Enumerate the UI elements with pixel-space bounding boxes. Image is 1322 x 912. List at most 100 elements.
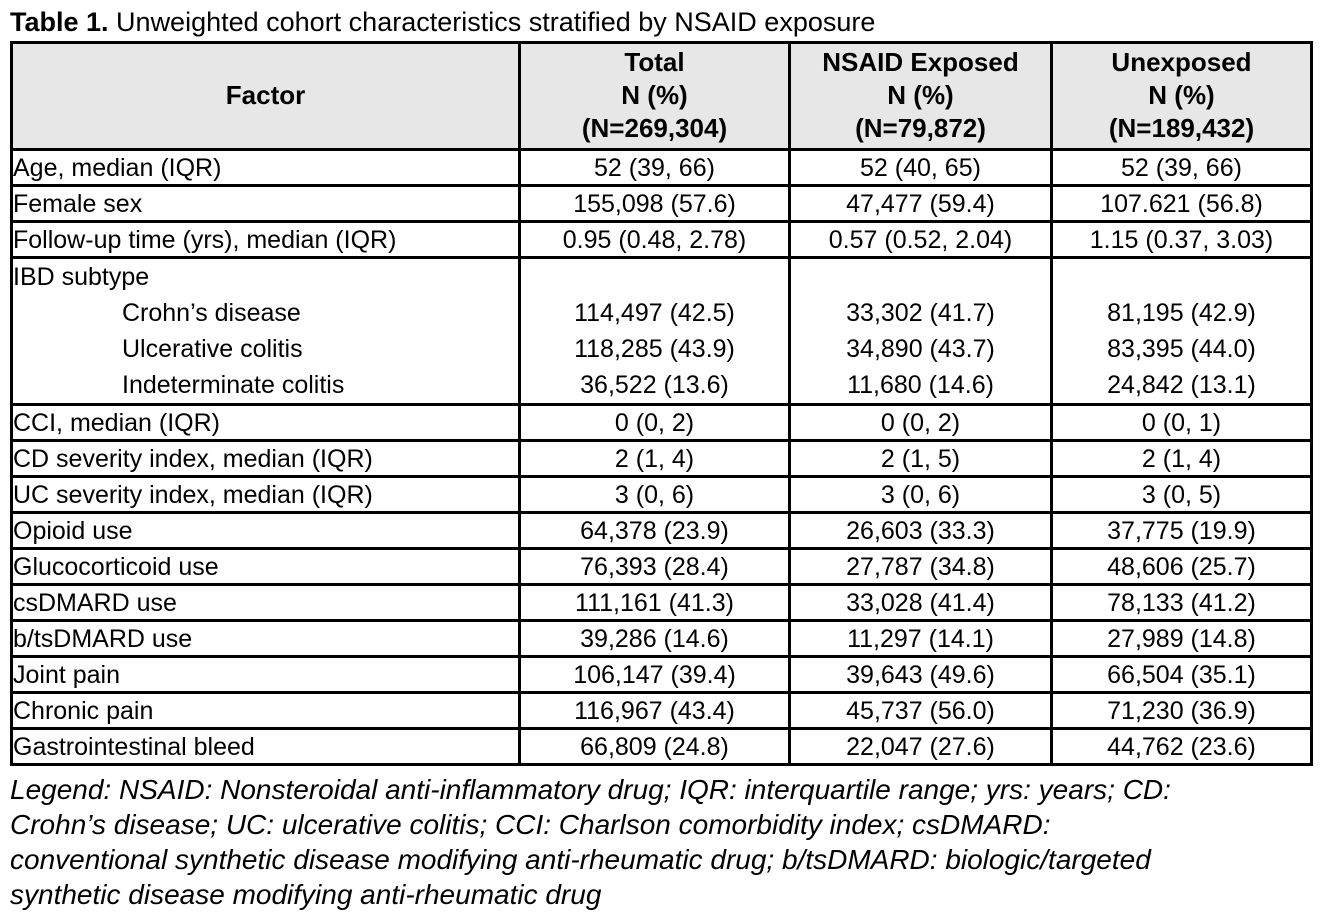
group-label-cell: IBD subtype Crohn’s disease Ulcerative col… [10,256,521,406]
column-header-line: Total [624,47,685,77]
cell-value: 78,133 (41.2) [1050,583,1313,622]
cell-value: 0.57 (0.52, 2.04) [788,220,1053,259]
table-row: Follow-up time (yrs), median (IQR) 0.95 (… [10,220,1313,259]
row-label: Female sex [10,184,521,223]
cell-value: 0 (0, 2) [518,403,791,442]
cell-value: 2 (1, 4) [518,439,791,478]
row-label: Joint pain [10,655,521,694]
cell-value: 39,643 (49.6) [788,655,1053,694]
cell-value: 37,775 (19.9) [1050,511,1313,550]
table-row: Glucocorticoid use 76,393 (28.4) 27,787 (3… [10,547,1313,586]
table-row: CCI, median (IQR) 0 (0, 2) 0 (0, 2) 0 (0, 1… [10,403,1313,442]
cell-value: 3 (0, 6) [518,475,791,514]
table-row: Joint pain 106,147 (39.4) 39,643 (49.6) 66,… [10,655,1313,694]
cell-value: 155,098 (57.6) [518,184,791,223]
row-label: Gastrointestinal bleed [10,727,521,766]
cell-value: 76,393 (28.4) [518,547,791,586]
group-value-cell: 33,302 (41.7) 34,890 (43.7) 11,680 (14.6) [788,256,1053,406]
sub-row-label: Crohn’s disease [122,299,301,327]
column-header-line: (N=269,304) [581,113,728,143]
sub-row-label: Ulcerative colitis [122,335,303,363]
sub-row-label: Indeterminate colitis [122,371,345,399]
cell-value: 1.15 (0.37, 3.03) [1050,220,1313,259]
table-row: CD severity index, median (IQR) 2 (1, 4) 2… [10,439,1313,478]
cell-value: 2 (1, 5) [788,439,1053,478]
table-row: Chronic pain 116,967 (43.4) 45,737 (56.0) 7… [10,691,1313,730]
cell-value: 24,842 (13.1) [1107,371,1256,399]
cell-value: 106,147 (39.4) [518,655,791,694]
cell-value: 66,809 (24.8) [518,727,791,766]
cell-value: 27,787 (34.8) [788,547,1053,586]
cell-value: 47,477 (59.4) [788,184,1053,223]
cell-value: 71,230 (36.9) [1050,691,1313,730]
table-row: IBD subtype Crohn’s disease Ulcerative col… [10,256,1313,406]
cell-value: 33,028 (41.4) [788,583,1053,622]
group-value-spacer [523,261,787,296]
group-value-cell: 81,195 (42.9) 83,395 (44.0) 24,842 (13.1) [1050,256,1313,406]
column-header-1: Total N (%) (N=269,304) [518,41,791,151]
cell-value: 3 (0, 5) [1050,475,1313,514]
cell-value: 26,603 (33.3) [788,511,1053,550]
row-label: Age, median (IQR) [10,148,521,187]
table-row: Gastrointestinal bleed 66,809 (24.8) 22,04… [10,727,1313,766]
cell-value: 22,047 (27.6) [788,727,1053,766]
table-row: Opioid use 64,378 (23.9) 26,603 (33.3) 37,7… [10,511,1313,550]
cell-value: 83,395 (44.0) [1107,335,1256,363]
cell-value: 48,606 (25.7) [1050,547,1313,586]
column-header-2: NSAID Exposed N (%) (N=79,872) [788,41,1053,151]
cell-value: 107.621 (56.8) [1050,184,1313,223]
table-caption-number: Table 1. [10,7,109,37]
cell-value: 44,762 (23.6) [1050,727,1313,766]
column-header-line: N (%) [621,80,688,110]
column-header-line: N (%) [1148,80,1215,110]
cell-value: 34,890 (43.7) [846,335,995,363]
row-label: b/tsDMARD use [10,619,521,658]
column-header-line: Factor [225,80,306,110]
cell-value: 66,504 (35.1) [1050,655,1313,694]
cell-value: 11,680 (14.6) [847,371,994,399]
cell-value: 52 (39, 66) [1050,148,1313,187]
group-value-spacer [1055,261,1309,296]
column-header-line: N (%) [887,80,954,110]
cell-value: 116,967 (43.4) [518,691,791,730]
legend-line: synthetic disease modifying anti-rheumat… [10,879,602,910]
table-body: Age, median (IQR) 52 (39, 66) 52 (40, 65) 5… [10,148,1313,766]
table-row: csDMARD use 111,161 (41.3) 33,028 (41.4) 78… [10,583,1313,622]
legend-line: conventional synthetic disease modifying… [10,844,1151,875]
cell-value: 111,161 (41.3) [518,583,791,622]
column-header-factor: Factor [10,41,521,151]
row-label: Follow-up time (yrs), median (IQR) [10,220,521,259]
row-label: Chronic pain [10,691,521,730]
group-value-cell: 114,497 (42.5) 118,285 (43.9) 36,522 (13.6… [518,256,791,406]
column-header-line: (N=79,872) [855,113,986,143]
cell-value: 52 (40, 65) [788,148,1053,187]
cell-value: 81,195 (42.9) [1107,299,1256,327]
table-legend: Legend: NSAID: Nonsteroidal anti-inflamm… [10,772,1314,912]
cell-value: 64,378 (23.9) [518,511,791,550]
table-header-row: Factor Total N (%) (N=269,304) NSAID Exposed… [10,41,1313,151]
row-label: Glucocorticoid use [10,547,521,586]
table-row: b/tsDMARD use 39,286 (14.6) 11,297 (14.1) 2… [10,619,1313,658]
column-header-line: (N=189,432) [1108,113,1255,143]
cell-value: 0 (0, 2) [788,403,1053,442]
table-header: Factor Total N (%) (N=269,304) NSAID Exposed… [10,41,1313,151]
column-header-line: NSAID Exposed [822,47,1019,77]
row-label: csDMARD use [10,583,521,622]
table-row: Age, median (IQR) 52 (39, 66) 52 (40, 65) 5… [10,148,1313,187]
table-row: Female sex 155,098 (57.6) 47,477 (59.4) 107… [10,184,1313,223]
cell-value: 3 (0, 6) [788,475,1053,514]
table-row: UC severity index, median (IQR) 3 (0, 6) 3… [10,475,1313,514]
cell-value: 36,522 (13.6) [580,371,729,399]
row-label: CCI, median (IQR) [10,403,521,442]
cell-value: 45,737 (56.0) [788,691,1053,730]
legend-line: Legend: NSAID: Nonsteroidal anti-inflamm… [10,774,1171,805]
row-label: Opioid use [10,511,521,550]
column-header-line: Unexposed [1111,47,1252,77]
cell-value: 114,497 (42.5) [574,299,735,327]
column-header-3: Unexposed N (%) (N=189,432) [1050,41,1313,151]
cell-value: 27,989 (14.8) [1050,619,1313,658]
group-label: IBD subtype [13,263,150,291]
row-label: UC severity index, median (IQR) [10,475,521,514]
cell-value: 11,297 (14.1) [788,619,1053,658]
cell-value: 118,285 (43.9) [574,335,735,363]
